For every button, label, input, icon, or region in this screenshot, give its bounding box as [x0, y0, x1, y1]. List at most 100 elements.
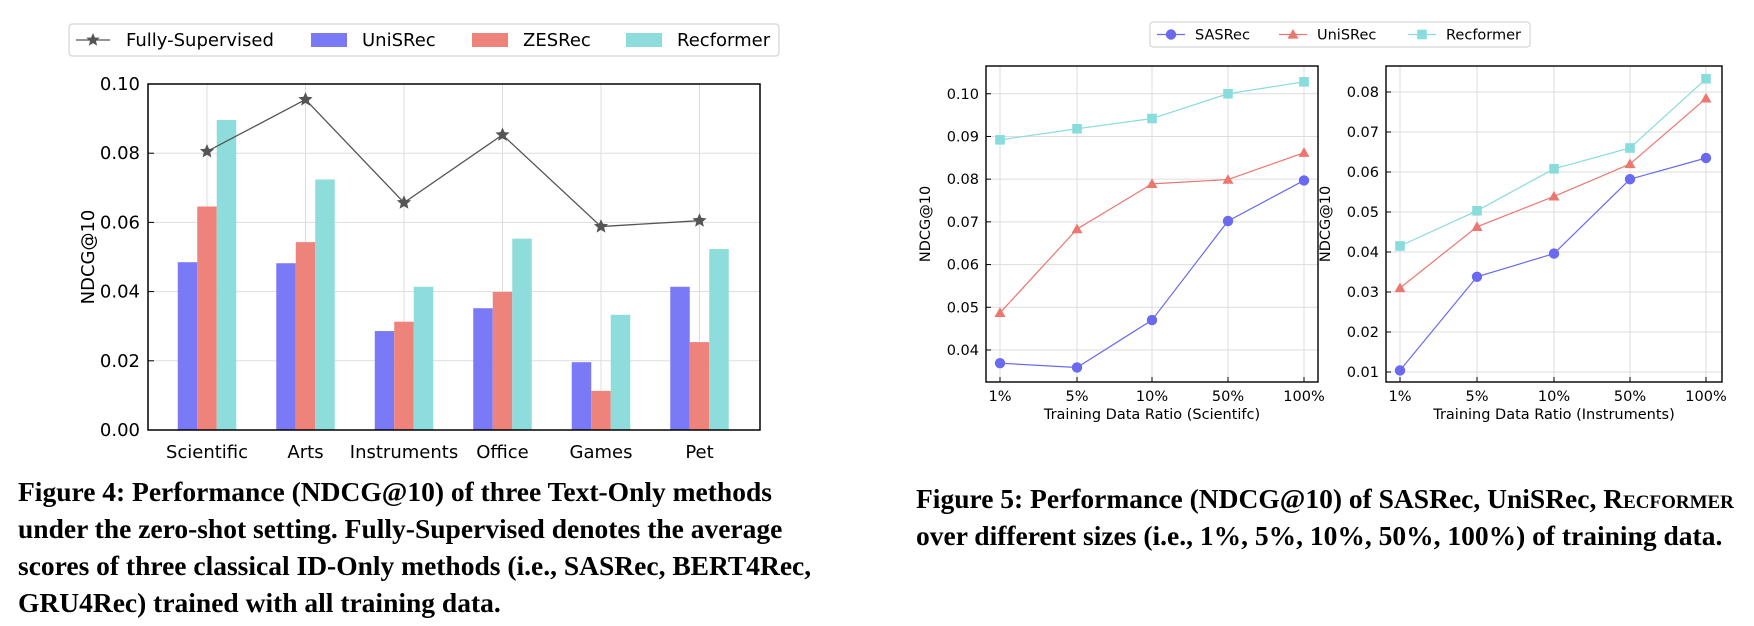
fig5a-xtick-label: 5%	[1065, 389, 1088, 405]
fig5b-marker-recformer	[1472, 206, 1482, 216]
fig4-bar-zesrec	[295, 242, 316, 430]
fig5b-marker-sasrec	[1548, 248, 1560, 259]
fig4-ylabel: NDCG@10	[78, 210, 99, 305]
fig5b-marker-recformer	[1701, 74, 1711, 84]
fig4-xtick-label: Arts	[287, 442, 323, 463]
fig4-star-marker	[298, 92, 313, 106]
fig5a-xtick-label: 100%	[1283, 389, 1324, 405]
fig4-bar-unisrec	[670, 286, 690, 430]
fig4-ytick-label: 0.02	[100, 351, 140, 372]
fig5a-marker-sasrec	[1071, 362, 1083, 373]
fig5b-ytick-label: 0.08	[1347, 85, 1379, 101]
fig4-bar-unisrec	[276, 263, 296, 430]
fig5a-marker-recformer	[995, 135, 1005, 145]
fig5b-ytick-label: 0.05	[1347, 205, 1379, 221]
figure-5-caption-part2: over different sizes (i.e., 1%, 5%, 10%,…	[916, 520, 1723, 551]
fig4-legend-label: ZESRec	[523, 30, 591, 51]
fig4-xtick-label: Office	[476, 442, 529, 463]
fig4-star-marker	[495, 127, 510, 141]
figure-5-caption-part1: Figure 5: Performance (NDCG@10) of SASRe…	[916, 483, 1604, 514]
fig5b-marker-unisrec	[1548, 190, 1560, 201]
fig5a-marker-recformer	[1072, 123, 1082, 134]
fig5a-xlabel: Training Data Ratio (Scientifc)	[1043, 407, 1260, 423]
fig5a-ytick-label: 0.04	[947, 343, 979, 359]
fig4-star-marker	[692, 213, 707, 227]
fig5b-ytick-label: 0.02	[1347, 325, 1379, 341]
fig5a-ytick-label: 0.06	[947, 258, 979, 274]
fig4-ytick-label: 0.10	[100, 74, 140, 95]
fig5b-ytick-label: 0.07	[1347, 125, 1379, 141]
fig4-bar-zesrec	[492, 291, 513, 430]
figure-5-caption-recformer: Recformer	[1603, 483, 1734, 514]
fig5b-ylabel: NDCG@10	[1318, 186, 1334, 262]
fig5a-marker-unisrec	[994, 307, 1006, 317]
fig4-bar-zesrec	[197, 206, 217, 430]
fig4-legend-swatch	[311, 33, 347, 47]
fig4-bar-unisrec	[177, 262, 198, 430]
fig5b-xtick-label: 100%	[1685, 389, 1726, 405]
fig5b-ytick-label: 0.03	[1347, 285, 1379, 301]
fig5b-ytick-label: 0.06	[1347, 165, 1379, 181]
fig4-axes-frame	[147, 83, 761, 431]
fig4-bar-unisrec	[571, 362, 592, 430]
fig5a-ytick-label: 0.10	[947, 87, 979, 103]
fig4-legend-label: Recformer	[677, 30, 771, 51]
fig5a-xtick-label: 50%	[1212, 389, 1244, 405]
fig5b-marker-recformer	[1395, 241, 1405, 251]
fig4-bar-recformer	[709, 249, 729, 430]
fig5a-ytick-label: 0.09	[947, 129, 979, 145]
fig5-legend-label: UniSRec	[1317, 28, 1376, 44]
fig5b-xtick-label: 1%	[1388, 389, 1411, 405]
fig4-legend-label: Fully-Supervised	[126, 30, 274, 51]
fig5b-marker-unisrec	[1624, 158, 1636, 169]
fig5b-xtick-label: 50%	[1614, 389, 1646, 405]
fig5a-ytick-label: 0.05	[947, 300, 979, 316]
fig5-legend-label: SASRec	[1195, 28, 1250, 44]
fig4-bar-zesrec	[689, 342, 710, 430]
fig4-line-fully-supervised	[206, 98, 700, 228]
fig5a-xtick-label: 1%	[988, 389, 1011, 405]
fig5a-xtick-label: 10%	[1136, 389, 1168, 405]
fig5-legend-box	[1149, 21, 1531, 48]
fig5-legend-label: Recformer	[1446, 28, 1521, 44]
fig5b-axes-frame	[1385, 65, 1723, 383]
fig4-legend-swatch	[626, 33, 662, 47]
fig4-ytick-label: 0.06	[100, 212, 140, 233]
fig4-xtick-label: Pet	[685, 442, 713, 463]
fig5b-marker-unisrec	[1700, 92, 1712, 103]
fig5b-marker-recformer	[1625, 143, 1635, 153]
fig5-legend-marker	[1165, 29, 1177, 40]
fig4-bar-unisrec	[473, 308, 493, 430]
fig5a-marker-sasrec	[1146, 314, 1158, 326]
fig5b-marker-sasrec	[1700, 152, 1712, 164]
fig5a-ylabel: NDCG@10	[918, 186, 934, 262]
figure-5-caption: Figure 5: Performance (NDCG@10) of SASRe…	[916, 480, 1746, 554]
fig5b-xlabel: Training Data Ratio (Instruments)	[1432, 407, 1675, 423]
fig5b-ytick-label: 0.04	[1347, 245, 1379, 261]
fig4-xtick-label: Scientific	[166, 442, 248, 463]
fig5b-marker-sasrec	[1471, 271, 1483, 283]
fig5b-xtick-label: 5%	[1465, 389, 1488, 405]
fig5b-line-recformer	[1399, 78, 1707, 247]
fig5b-ytick-label: 0.01	[1347, 365, 1379, 381]
fig4-star-marker	[199, 144, 215, 158]
fig4-ytick-label: 0.04	[100, 282, 140, 303]
fig4-xtick-label: Instruments	[350, 442, 458, 463]
fig5a-marker-unisrec	[1146, 178, 1158, 188]
fig4-star-marker	[593, 219, 609, 233]
fig5a-marker-sasrec	[994, 358, 1006, 369]
fig4-legend-label: UniSRec	[362, 30, 436, 51]
fig5a-marker-sasrec	[1222, 215, 1234, 227]
fig5-legend-marker	[1417, 29, 1427, 40]
fig5a-marker-recformer	[1223, 88, 1233, 99]
fig4-bar-recformer	[512, 238, 532, 430]
fig4-bar-zesrec	[591, 390, 611, 430]
fig5a-ytick-label: 0.08	[947, 172, 979, 188]
fig4-star-marker	[396, 195, 412, 209]
fig4-legend-swatch	[472, 33, 508, 47]
fig4-bar-zesrec	[394, 321, 414, 430]
fig5a-marker-unisrec	[1222, 174, 1234, 184]
fig5a-ytick-label: 0.07	[947, 215, 979, 231]
figure-4-caption: Figure 4: Performance (NDCG@10) of three…	[18, 476, 812, 618]
